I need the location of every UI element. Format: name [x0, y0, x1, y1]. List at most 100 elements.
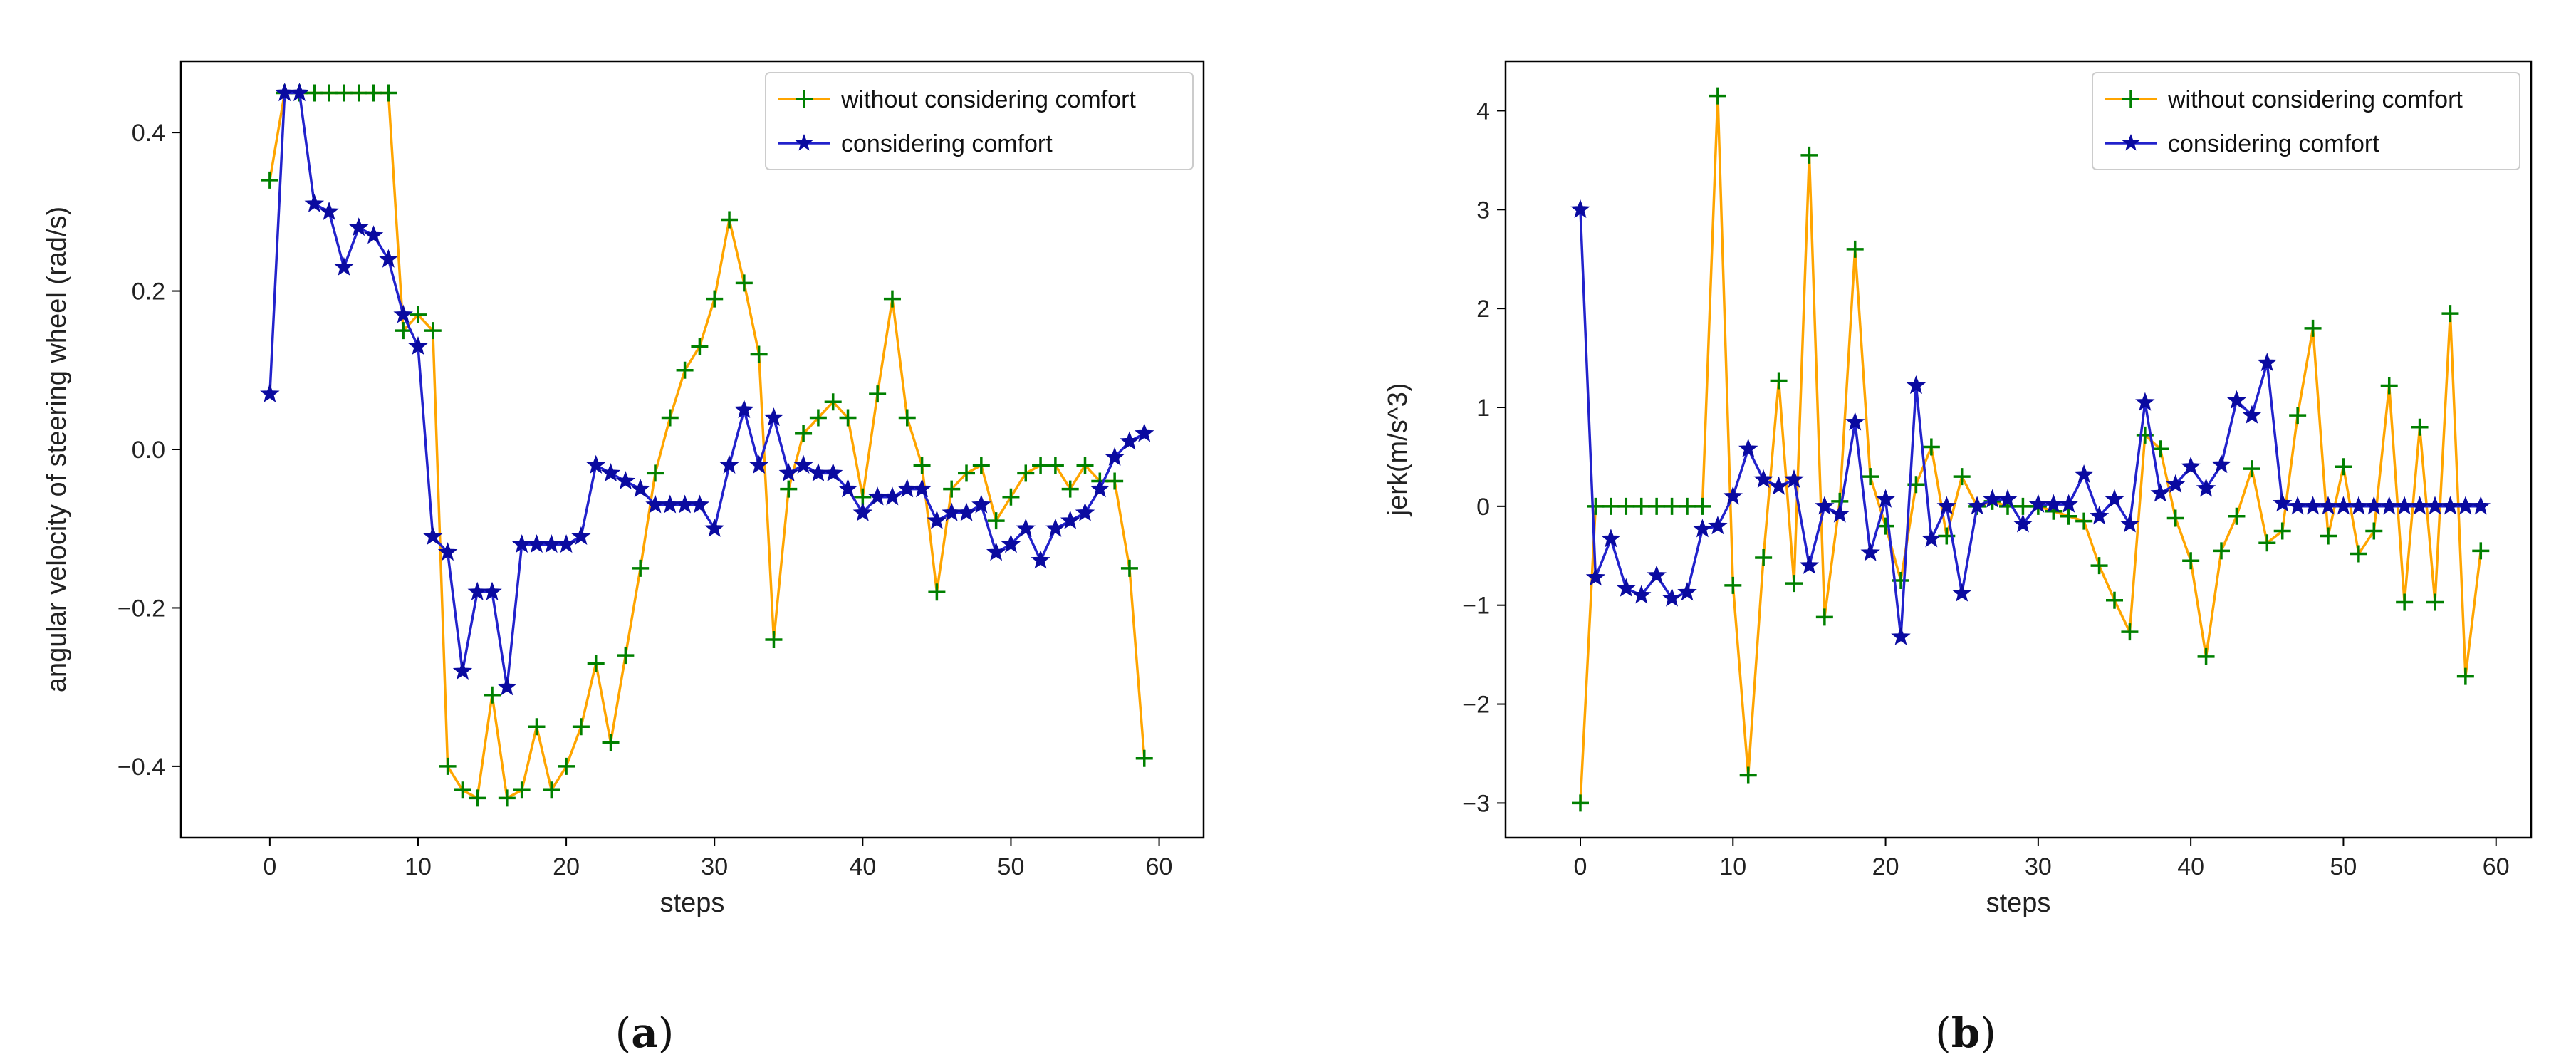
data-point	[1800, 146, 1818, 164]
data-point	[2060, 507, 2077, 525]
data-point	[2090, 557, 2108, 575]
data-point	[365, 84, 382, 102]
data-point	[1755, 549, 1773, 567]
data-point	[2472, 542, 2490, 560]
y-tick-label: 0.4	[132, 120, 165, 147]
data-point	[1875, 489, 1896, 508]
data-point	[454, 781, 471, 799]
caption-close-paren: )	[1980, 1009, 1996, 1057]
data-point	[689, 494, 710, 514]
data-point	[1032, 457, 1050, 474]
data-point	[380, 84, 397, 102]
data-point	[497, 677, 517, 696]
data-point	[646, 464, 664, 482]
data-point	[484, 686, 501, 704]
data-point	[943, 480, 961, 498]
data-point	[972, 457, 990, 474]
panel-caption: (a)	[615, 1009, 674, 1057]
data-point	[2320, 527, 2337, 545]
data-point	[2075, 512, 2093, 530]
data-point	[763, 407, 784, 427]
data-point	[1647, 565, 1667, 584]
x-tick-label: 40	[2177, 853, 2204, 880]
y-axis-label: angular velocity of steering wheel (rad/…	[42, 207, 72, 692]
data-point	[1708, 516, 1728, 535]
data-point	[617, 647, 635, 665]
x-tick-label: 30	[701, 853, 728, 880]
data-point	[1738, 438, 1758, 457]
data-point	[1845, 412, 1865, 431]
data-point	[1967, 496, 1987, 515]
data-point	[1585, 567, 1606, 586]
data-point	[1846, 240, 1864, 258]
data-point	[2441, 305, 2459, 323]
data-point	[1632, 585, 1652, 604]
data-point	[1694, 497, 1711, 515]
data-point	[498, 789, 516, 807]
y-tick-label: −3	[1462, 790, 1490, 817]
data-point	[1075, 502, 1095, 521]
data-point	[2273, 522, 2291, 540]
data-point	[1106, 472, 1124, 490]
data-point	[676, 361, 694, 379]
data-point	[1001, 534, 1021, 553]
data-point	[2013, 514, 2033, 533]
data-point	[1785, 575, 1803, 593]
data-point	[2121, 623, 2139, 641]
data-point	[1770, 372, 1788, 390]
data-point	[987, 512, 1005, 530]
x-axis-label: steps	[1986, 888, 2051, 918]
data-point	[1060, 510, 1080, 529]
data-point	[513, 781, 531, 799]
data-point	[1105, 447, 1125, 466]
x-tick-label: 50	[998, 853, 1025, 880]
data-point	[1724, 576, 1742, 594]
data-point	[424, 322, 442, 340]
data-point	[898, 409, 916, 427]
data-point	[2258, 534, 2276, 552]
x-tick-label: 10	[405, 853, 432, 880]
x-axis-label: steps	[660, 888, 725, 918]
data-point	[2273, 493, 2293, 512]
data-point	[809, 409, 827, 427]
x-tick-label: 0	[263, 853, 276, 880]
data-point	[1135, 423, 1154, 442]
data-point	[1877, 517, 1894, 535]
data-point	[1768, 476, 1789, 495]
legend-item: without considering comfort	[2105, 86, 2463, 113]
data-point	[1723, 486, 1743, 505]
x-tick-label: 60	[1146, 853, 1173, 880]
data-point	[2350, 545, 2367, 563]
x-tick-label: 20	[553, 853, 580, 880]
data-point	[1815, 496, 1835, 515]
data-point	[408, 335, 428, 355]
data-point	[795, 425, 813, 442]
data-point	[572, 718, 590, 736]
x-tick-label: 10	[1719, 853, 1746, 880]
data-point	[632, 559, 650, 577]
data-point	[2471, 496, 2491, 515]
data-point	[393, 304, 413, 323]
data-point	[1862, 468, 1879, 486]
caption-open-paren: (	[615, 1009, 632, 1057]
data-point	[971, 494, 991, 514]
data-point	[2380, 377, 2398, 395]
data-point	[1830, 504, 1850, 523]
y-tick-label: 1	[1476, 395, 1490, 422]
data-point	[883, 290, 901, 308]
data-point	[793, 454, 813, 474]
data-point	[1061, 480, 1079, 498]
data-point	[320, 84, 338, 102]
data-point	[1120, 559, 1138, 577]
x-tick-label: 20	[1872, 853, 1899, 880]
x-tick-label: 50	[2330, 853, 2357, 880]
legend-star-marker	[795, 134, 813, 151]
data-point	[2150, 483, 2170, 502]
series-line	[268, 91, 1146, 800]
data-point	[1045, 518, 1065, 537]
data-point	[956, 502, 976, 521]
y-tick-label: 3	[1476, 197, 1490, 224]
data-point	[363, 225, 384, 244]
data-point	[927, 510, 947, 529]
